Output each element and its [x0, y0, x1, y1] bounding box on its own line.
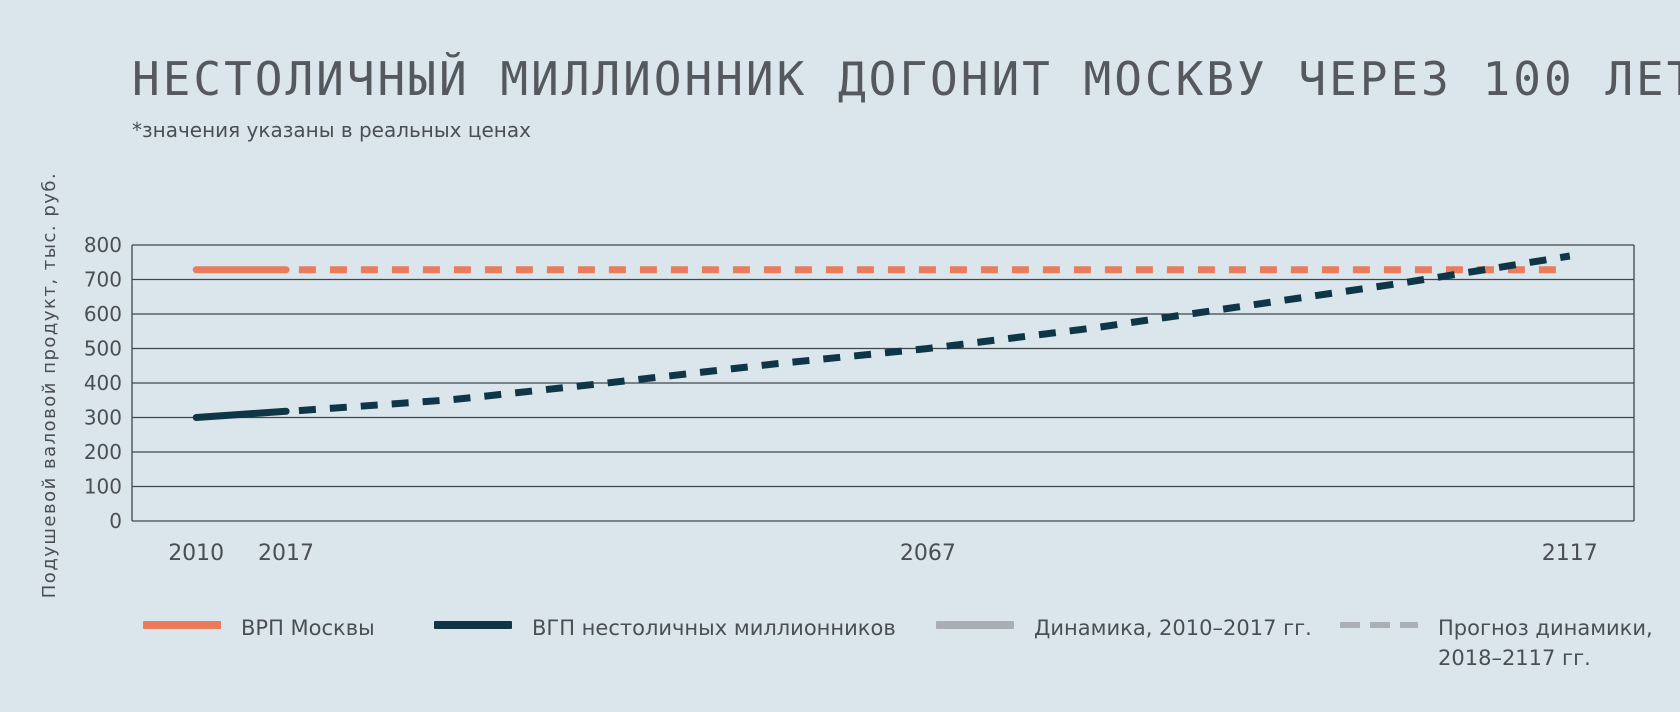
y-tick-label-500: 500 [84, 337, 122, 361]
legend-item-regions: ВГП нестоличных миллионников [434, 613, 896, 643]
y-tick-label-400: 400 [84, 371, 122, 395]
y-tick-label-600: 600 [84, 302, 122, 326]
legend-label-forecast: Прогноз динамики, 2018–2117 гг. [1438, 613, 1653, 673]
x-tick-label-2117: 2117 [1542, 541, 1598, 566]
y-tick-label-100: 100 [84, 475, 122, 499]
legend-item-dynamics: Динамика, 2010–2017 гг. [936, 613, 1312, 643]
y-axis-title: Подушевой валовой продукт, тыс. руб. [39, 172, 60, 598]
y-tick-label-700: 700 [84, 268, 122, 292]
legend-swatch-moscow [143, 621, 221, 629]
y-tick-label-0: 0 [109, 509, 122, 533]
chart-subtitle: *значения указаны в реальных ценах [132, 118, 531, 142]
legend-label-forecast-line2: 2018–2117 гг. [1438, 646, 1591, 670]
legend-item-moscow: ВРП Москвы [143, 613, 375, 643]
series-regions-actual-line [192, 407, 290, 421]
legend-item-forecast: Прогноз динамики, 2018–2117 гг. [1340, 613, 1653, 673]
chart-title: НЕСТОЛИЧНЫЙ МИЛЛИОННИК ДОГОНИТ МОСКВУ ЧЕ… [132, 52, 1680, 106]
legend-swatch-dynamics [936, 621, 1014, 629]
y-tick-label-200: 200 [84, 440, 122, 464]
y-tick-label-300: 300 [84, 406, 122, 430]
legend-label-dynamics: Динамика, 2010–2017 гг. [1034, 616, 1312, 640]
legend-swatch-forecast [1340, 622, 1418, 628]
x-tick-label-2067: 2067 [900, 541, 956, 566]
x-tick-label-2017: 2017 [258, 541, 314, 566]
x-tick-label-2010: 2010 [168, 541, 224, 566]
legend-label-forecast-line1: Прогноз динамики, [1438, 616, 1653, 640]
y-tick-label-800: 800 [84, 233, 122, 257]
legend-swatch-regions [434, 621, 512, 629]
series-regions-forecast-line [298, 252, 1571, 415]
legend-label-regions: ВГП нестоличных миллионников [532, 616, 896, 640]
legend-label-moscow: ВРП Москвы [241, 616, 375, 640]
